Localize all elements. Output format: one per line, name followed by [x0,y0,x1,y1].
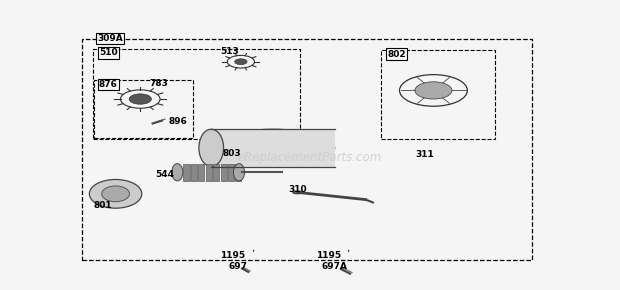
Text: 896: 896 [168,117,187,126]
Bar [236,164,241,181]
Bar [221,164,227,181]
Text: 310: 310 [288,185,307,194]
Text: 1195: 1195 [221,251,246,260]
Text: eReplacementParts.com: eReplacementParts.com [238,151,382,164]
Circle shape [415,82,452,99]
Bar [381,50,495,139]
Text: 311: 311 [415,150,433,160]
Bar [184,164,190,181]
Text: 513: 513 [221,47,239,56]
Text: ʼ: ʼ [251,249,254,259]
Ellipse shape [199,129,224,166]
Circle shape [129,94,151,104]
Text: 697: 697 [229,262,247,271]
Bar [213,164,219,181]
Text: 309A: 309A [97,34,123,43]
Bar [228,164,234,181]
Text: 544: 544 [156,171,175,180]
Text: 510: 510 [99,48,118,57]
Ellipse shape [293,191,303,194]
Ellipse shape [211,129,335,166]
Bar [206,164,212,181]
Text: 876: 876 [99,80,118,89]
Bar [211,129,335,166]
Circle shape [235,59,247,65]
Bar [94,80,193,138]
Bar [82,39,532,260]
Ellipse shape [234,164,244,181]
Text: 697A: 697A [321,262,347,271]
Text: 1195: 1195 [316,251,341,260]
Text: 801: 801 [94,201,113,210]
Bar [191,164,197,181]
Ellipse shape [89,180,142,208]
Bar [198,164,205,181]
Bar [93,49,299,139]
Ellipse shape [102,186,130,202]
Ellipse shape [172,164,183,181]
Text: 783: 783 [149,79,169,88]
Text: 803: 803 [223,149,241,158]
Text: 802: 802 [387,50,405,59]
Text: ʼ: ʼ [346,249,349,259]
